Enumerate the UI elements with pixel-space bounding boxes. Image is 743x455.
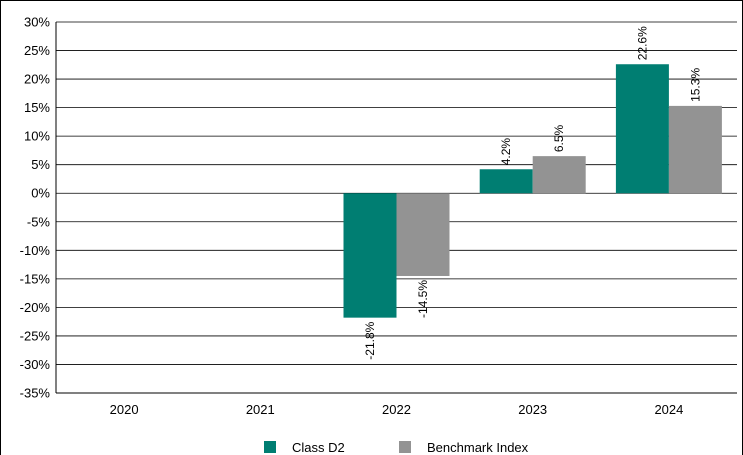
bars	[343, 64, 722, 318]
y-tick-label: 5%	[31, 157, 50, 172]
x-tick-label: 2021	[246, 402, 275, 417]
bar	[668, 105, 722, 194]
data-label: 4.2%	[499, 138, 513, 166]
y-tick-label: 15%	[24, 100, 50, 115]
legend-swatch	[399, 441, 411, 453]
y-tick-label: 30%	[24, 15, 50, 30]
data-label: 6.5%	[552, 124, 566, 152]
y-tick-label: 10%	[24, 129, 50, 144]
x-tick-label: 2022	[382, 402, 411, 417]
bar	[396, 193, 450, 276]
bar	[615, 64, 669, 194]
y-tick-label: 0%	[31, 186, 50, 201]
data-labels: -21.8% 4.2% 22.6% -14.5% 6.5% 15.3%	[363, 26, 702, 360]
data-label: -14.5%	[416, 280, 430, 318]
y-tick-label: -35%	[20, 386, 51, 401]
y-tick-label: -10%	[20, 243, 51, 258]
y-tick-label: -25%	[20, 328, 51, 343]
data-label: 22.6%	[635, 26, 649, 60]
legend: Class D2 Benchmark Index	[264, 440, 529, 455]
legend-swatch	[264, 441, 276, 453]
y-tick-label: -15%	[20, 271, 51, 286]
bar	[479, 169, 533, 194]
x-tick-label: 2023	[518, 402, 547, 417]
data-label: 15.3%	[688, 68, 702, 102]
data-label: -21.8%	[363, 321, 377, 359]
y-tick-label: -30%	[20, 357, 51, 372]
x-tick-label: 2024	[654, 402, 683, 417]
legend-label: Class D2	[292, 440, 345, 455]
x-tick-label: 2020	[110, 402, 139, 417]
y-tick-label: -5%	[27, 214, 51, 229]
legend-label: Benchmark Index	[427, 440, 529, 455]
y-tick-label: -20%	[20, 300, 51, 315]
bar	[532, 156, 586, 194]
axes: 30% 25% 20% 15% 10% 5% 0% -5% -10% -15% -20% -25% -3…	[20, 15, 737, 417]
bar	[343, 193, 397, 318]
y-tick-label: 25%	[24, 43, 50, 58]
y-tick-label: 20%	[24, 72, 50, 87]
